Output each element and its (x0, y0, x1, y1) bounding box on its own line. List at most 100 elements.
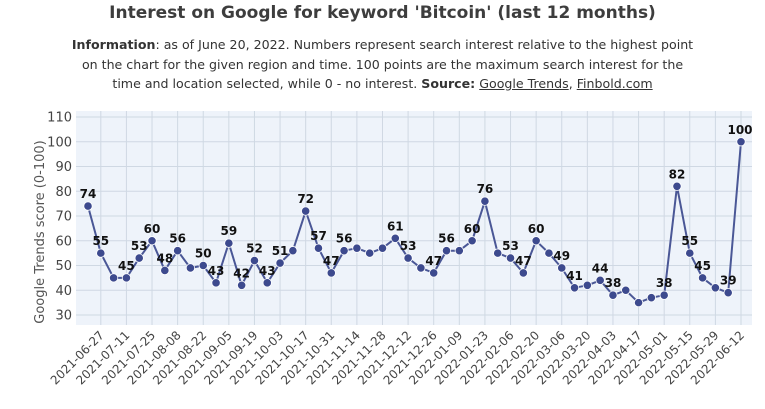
data-point (288, 246, 298, 256)
data-label: 56 (169, 232, 186, 246)
data-point (339, 246, 349, 256)
data-point (685, 248, 695, 258)
data-label: 43 (208, 264, 225, 278)
data-label: 56 (336, 232, 353, 246)
data-label: 100 (727, 123, 752, 137)
data-label: 74 (80, 187, 97, 201)
data-point (480, 196, 490, 206)
y-axis-ticks: 30 40 50 60 70 80 90 100 110 (47, 111, 72, 324)
chart-info: Information: as of June 20, 2022. Number… (70, 35, 695, 94)
data-label: 60 (528, 222, 545, 236)
data-point (441, 246, 452, 256)
data-point (544, 248, 554, 258)
data-point (275, 258, 285, 268)
data-point (147, 236, 157, 246)
y-tick-label: 90 (55, 160, 72, 175)
data-point (198, 260, 208, 271)
data-point (326, 268, 336, 278)
data-label: 53 (400, 239, 417, 253)
data-point (582, 280, 592, 290)
data-point (621, 285, 631, 295)
data-label: 60 (144, 222, 161, 236)
data-point (390, 233, 400, 243)
data-label: 44 (592, 261, 609, 275)
data-point (493, 248, 503, 258)
plot-area (76, 111, 752, 325)
data-point (109, 273, 119, 283)
data-label: 45 (118, 259, 135, 273)
data-label: 57 (310, 229, 327, 243)
source-label: Source: (421, 76, 476, 91)
data-point (313, 243, 324, 253)
data-label: 53 (131, 239, 148, 253)
info-label: Information (71, 37, 156, 52)
data-labels: 74 55 45 53 60 48 56 50 43 59 42 52 43 51 72 57 47 56 61 53… (80, 123, 753, 290)
data-label: 51 (272, 244, 289, 258)
data-point (185, 263, 196, 273)
y-tick-label: 30 (55, 309, 72, 324)
data-label: 59 (220, 224, 237, 238)
data-label: 47 (515, 254, 532, 268)
data-point (403, 253, 413, 263)
y-tick-label: 50 (55, 259, 72, 274)
data-point (467, 236, 477, 246)
data-label: 49 (553, 249, 570, 263)
data-label: 55 (681, 234, 698, 248)
data-label: 43 (259, 264, 276, 278)
data-label: 53 (502, 239, 519, 253)
data-point (224, 238, 234, 248)
data-point (237, 280, 247, 290)
data-point (633, 298, 644, 308)
data-label: 38 (656, 276, 673, 290)
source-separator: , (568, 76, 577, 91)
x-axis-ticks: 2021-06-272021-07-112021-07-252021-08-08… (48, 328, 747, 387)
data-label: 52 (246, 242, 263, 256)
data-label: 38 (605, 276, 622, 290)
data-label: 48 (156, 251, 173, 265)
data-point (646, 293, 656, 303)
plot-background (76, 111, 752, 325)
data-point (723, 288, 733, 298)
data-point (595, 275, 605, 285)
data-point (710, 283, 720, 293)
data-point (249, 255, 260, 266)
data-label: 56 (438, 232, 455, 246)
y-tick-label: 110 (47, 111, 72, 126)
y-tick-label: 100 (47, 135, 72, 150)
series-line (87, 141, 742, 304)
data-point (416, 263, 426, 273)
data-point (659, 290, 669, 300)
info-text: : as of June 20, 2022. Numbers represent… (81, 37, 694, 91)
data-point (736, 137, 746, 147)
data-label: 45 (694, 259, 711, 273)
data-point (429, 268, 439, 278)
data-label: 47 (425, 254, 442, 268)
data-label: 47 (323, 254, 340, 268)
data-label: 41 (566, 269, 583, 283)
data-label: 82 (669, 167, 686, 181)
data-point (160, 265, 170, 276)
y-tick-label: 60 (55, 234, 72, 249)
data-point (173, 246, 183, 256)
data-point (301, 206, 311, 216)
data-point (518, 268, 528, 278)
data-point (365, 248, 375, 258)
data-point (211, 278, 221, 288)
data-point (262, 278, 272, 288)
data-label: 72 (297, 192, 314, 206)
y-tick-label: 80 (55, 185, 72, 200)
source-link-google-trends[interactable]: Google Trends (479, 76, 569, 91)
source-link-finbold[interactable]: Finbold.com (576, 76, 653, 91)
data-point (96, 248, 106, 258)
chart-title: Interest on Google for keyword 'Bitcoin'… (109, 3, 656, 23)
data-point (672, 181, 682, 191)
series-line-path (87, 141, 742, 304)
data-point (531, 236, 541, 246)
y-tick-label: 40 (55, 284, 72, 299)
data-point (608, 290, 618, 300)
data-point (352, 243, 362, 253)
data-point (569, 283, 580, 293)
data-label: 42 (233, 266, 250, 280)
data-point (134, 253, 144, 263)
